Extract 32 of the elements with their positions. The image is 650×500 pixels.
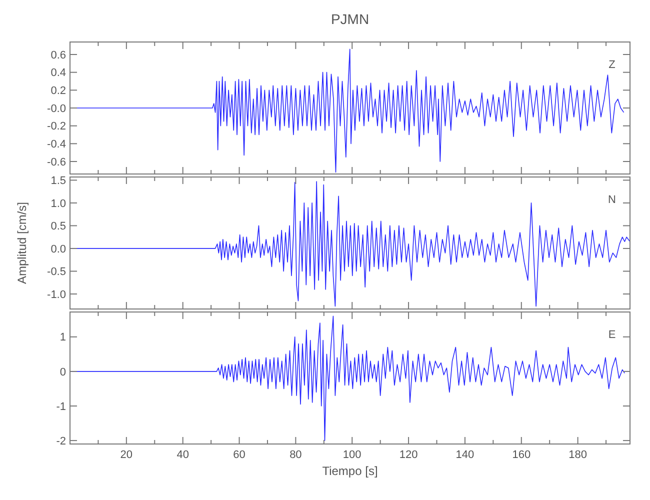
x-tick-label: 100	[342, 449, 362, 461]
annotation: N	[608, 194, 616, 206]
y-tick-label: -1.0	[47, 288, 66, 301]
y-tick-label: 0.5	[50, 220, 66, 233]
y-tick-label: 0.2	[50, 85, 66, 98]
y-axis-title: Amplitud [cm/s]	[15, 202, 29, 284]
y-tick-label: -0.6	[47, 156, 66, 168]
y-tick-label: 0.6	[50, 49, 66, 62]
x-tick-label: 20	[120, 449, 133, 461]
y-tick-label: -0.0	[47, 102, 66, 115]
x-tick-label: 160	[512, 449, 531, 461]
x-tick-label: 40	[176, 449, 189, 461]
y-tick-label: 1.5	[50, 175, 66, 188]
x-tick-label: 140	[456, 449, 474, 461]
x-tick-label: 80	[290, 449, 302, 461]
y-tick-label: 0.4	[50, 67, 66, 80]
y-tick-label: 1.0	[50, 198, 66, 210]
y-tick-label: 0	[60, 366, 66, 378]
y-tick-label: -0.2	[47, 120, 66, 133]
x-tick-label: 180	[568, 449, 587, 461]
y-tick-label: 1	[60, 332, 66, 344]
x-tick-label: 60	[233, 449, 246, 461]
y-tick-label: -1	[56, 400, 66, 413]
x-tick-label: 120	[399, 449, 418, 461]
chart-title: PJMN	[330, 11, 370, 27]
y-tick-label: -0.4	[47, 138, 66, 151]
x-axis-title: Tiempo [s]	[322, 464, 378, 478]
annotation: E	[608, 329, 616, 341]
y-tick-label: -2	[56, 435, 66, 448]
y-tick-label: 0.0	[50, 243, 66, 256]
annotation: Z	[608, 59, 616, 71]
y-tick-label: -0.5	[47, 266, 66, 278]
